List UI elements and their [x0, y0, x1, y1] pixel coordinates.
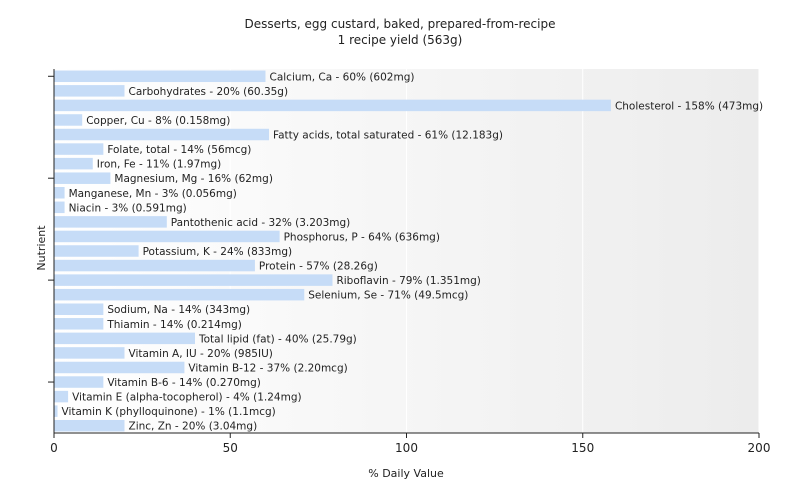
bar [54, 245, 139, 257]
bar-label: Pantothenic acid - 32% (3.203mg) [171, 217, 350, 229]
x-tick-label: 100 [395, 441, 418, 455]
bar [54, 259, 255, 272]
x-tick-label: 200 [748, 441, 771, 455]
x-tick-label: 50 [223, 441, 238, 455]
bar-label: Calcium, Ca - 60% (602mg) [270, 71, 415, 83]
bar-label: Carbohydrates - 20% (60.35g) [129, 86, 289, 98]
bar-label: Thiamin - 14% (0.214mg) [106, 319, 242, 331]
bar-label: Manganese, Mn - 3% (0.056mg) [69, 188, 237, 200]
bar-label: Cholesterol - 158% (473mg) [615, 100, 763, 112]
bar-label: Total lipid (fat) - 40% (25.79g) [198, 333, 357, 345]
bar [54, 230, 280, 243]
bar-label: Niacin - 3% (0.591mg) [69, 202, 187, 214]
bar [54, 318, 104, 330]
bar [54, 216, 167, 228]
bar-label: Selenium, Se - 71% (49.5mcg) [308, 290, 468, 302]
y-axis-title: Nutrient [35, 225, 48, 271]
bar [54, 405, 58, 417]
bar [54, 347, 125, 359]
bar [54, 187, 65, 199]
bar-labels: Calcium, Ca - 60% (602mg) Carbohydrates -… [62, 71, 764, 432]
bar-label: Protein - 57% (28.26g) [259, 261, 378, 273]
bar-label: Copper, Cu - 8% (0.158mg) [86, 115, 230, 127]
bar [54, 172, 111, 184]
bar-label: Potassium, K - 24% (833mg) [143, 246, 293, 258]
bar [54, 143, 104, 155]
axes: 0 50 100 150 200 [48, 69, 770, 455]
bar [54, 157, 93, 170]
bar-label: Magnesium, Mg - 16% (62mg) [114, 173, 273, 185]
bar [54, 332, 195, 345]
chart-subtitle: 1 recipe yield (563g) [338, 33, 463, 47]
x-axis-title: % Daily Value [368, 467, 444, 480]
bar-label: Vitamin E (alpha-tocopherol) - 4% (1.24m… [72, 392, 302, 404]
bar-label: Vitamin B-12 - 37% (2.20mcg) [188, 362, 347, 374]
bar [54, 419, 125, 432]
bar [54, 376, 104, 388]
x-tick-label: 150 [571, 441, 594, 455]
bar-label: Iron, Fe - 11% (1.97mg) [97, 159, 221, 171]
bar-label: Riboflavin - 79% (1.351mg) [336, 275, 480, 287]
bar [54, 85, 125, 97]
bar [54, 303, 104, 315]
x-tick-label: 0 [50, 441, 58, 455]
bar-label: Vitamin B-6 - 14% (0.270mg) [107, 377, 261, 389]
bar-label: Phosphorus, P - 64% (636mg) [284, 231, 440, 243]
chart-title: Desserts, egg custard, baked, prepared-f… [245, 17, 556, 31]
bar [54, 274, 333, 286]
bar [54, 128, 270, 141]
bar-label: Zinc, Zn - 20% (3.04mg) [129, 421, 258, 433]
bars [54, 70, 611, 432]
bar-label: Sodium, Na - 14% (343mg) [107, 304, 250, 316]
bar-label: Fatty acids, total saturated - 61% (12.1… [273, 130, 503, 142]
bar [54, 288, 305, 301]
bar-label: Folate, total - 14% (56mcg) [107, 144, 251, 156]
bar [54, 114, 83, 126]
bar [54, 390, 69, 403]
bar [54, 201, 65, 214]
bar [54, 99, 611, 112]
bar [54, 70, 266, 83]
bar [54, 361, 185, 374]
bar-label: Vitamin K (phylloquinone) - 1% (1.1mcg) [62, 406, 276, 418]
bar-label: Vitamin A, IU - 20% (985IU) [129, 348, 273, 360]
